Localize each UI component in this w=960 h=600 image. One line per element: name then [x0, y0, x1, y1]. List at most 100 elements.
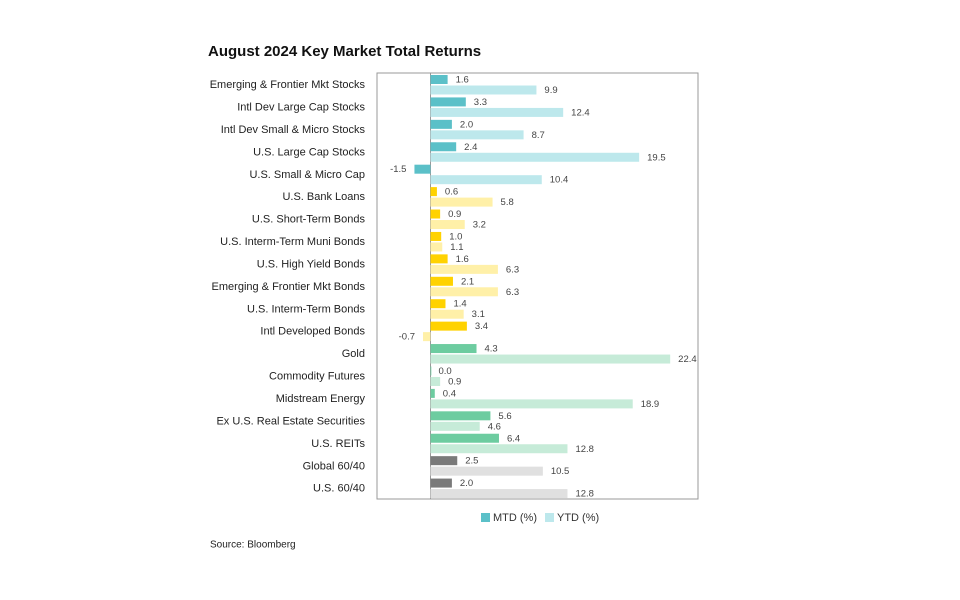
- bar: [430, 75, 448, 84]
- bar: [430, 142, 457, 152]
- bar: [430, 287, 498, 297]
- legend-swatch: [481, 513, 490, 522]
- bar: [430, 456, 458, 466]
- bar: [430, 344, 477, 354]
- value-label: 3.4: [475, 321, 488, 332]
- value-label: 19.5: [647, 152, 666, 163]
- bar: [430, 376, 441, 386]
- bar: [430, 466, 543, 476]
- value-label: 2.0: [460, 478, 473, 489]
- category-label: Intl Dev Large Cap Stocks: [237, 102, 365, 114]
- category-label: Midstream Energy: [276, 393, 366, 405]
- bar: [430, 354, 671, 364]
- plot-frame: [376, 72, 699, 500]
- value-label: 5.8: [501, 197, 514, 208]
- bar: [430, 209, 441, 219]
- bar: [430, 130, 524, 140]
- value-label: 6.3: [506, 287, 519, 298]
- value-label: -1.5: [390, 164, 406, 175]
- bar: [430, 478, 452, 488]
- legend-swatch: [545, 513, 554, 522]
- value-label: 2.4: [464, 142, 477, 153]
- bar: [430, 254, 448, 264]
- value-label: 0.0: [439, 366, 452, 377]
- category-label: Intl Dev Small & Micro Stocks: [221, 124, 366, 136]
- value-label: 0.4: [443, 388, 456, 399]
- bar: [430, 366, 432, 376]
- value-label: 6.3: [506, 264, 519, 275]
- value-label: 2.0: [460, 119, 473, 130]
- legend-label: MTD (%): [493, 512, 537, 524]
- value-label: 0.9: [448, 376, 461, 387]
- bar: [430, 421, 480, 431]
- value-label: 2.5: [465, 456, 478, 467]
- bar: [430, 276, 453, 286]
- value-label: 3.3: [474, 97, 487, 108]
- category-label: Global 60/40: [303, 460, 365, 472]
- value-label: 12.8: [575, 489, 594, 500]
- category-label: Ex U.S. Real Estate Securities: [216, 415, 365, 427]
- value-label: 10.5: [551, 466, 570, 477]
- category-label: U.S. REITs: [311, 438, 365, 450]
- bar: [430, 119, 452, 129]
- category-label: Commodity Futures: [269, 371, 365, 383]
- bar: [430, 264, 498, 274]
- category-label: Emerging & Frontier Mkt Stocks: [210, 79, 366, 91]
- category-label: U.S. Bank Loans: [282, 191, 365, 203]
- value-label: 3.1: [472, 309, 485, 320]
- chart-title: August 2024 Key Market Total Returns: [208, 43, 481, 60]
- value-label: 1.0: [449, 231, 462, 242]
- value-label: 9.9: [544, 85, 557, 96]
- bar: [430, 220, 465, 230]
- bar: [430, 309, 464, 319]
- bar: [414, 164, 431, 174]
- bar: [430, 399, 633, 409]
- category-label: U.S. Short-Term Bonds: [252, 214, 366, 226]
- bar: [430, 187, 437, 197]
- value-label: 4.3: [485, 344, 498, 355]
- value-label: 4.6: [488, 421, 501, 432]
- category-label: U.S. 60/40: [313, 483, 365, 495]
- value-label: 5.6: [498, 411, 511, 422]
- value-label: 1.6: [456, 75, 469, 86]
- category-label: U.S. Interm-Term Muni Bonds: [220, 236, 365, 248]
- category-label: Intl Developed Bonds: [260, 326, 365, 338]
- category-label: U.S. Large Cap Stocks: [253, 146, 365, 158]
- bar: [423, 332, 431, 342]
- bar: [430, 85, 537, 95]
- bar: [430, 97, 466, 107]
- bar: [430, 433, 499, 443]
- bar: [430, 242, 443, 252]
- bar: [430, 231, 442, 241]
- source: Source: Bloomberg: [210, 540, 296, 551]
- bar: [430, 197, 493, 207]
- value-label: 12.4: [571, 107, 590, 118]
- value-label: 18.9: [641, 399, 660, 410]
- value-label: 10.4: [550, 175, 569, 186]
- value-label: 1.1: [450, 242, 463, 253]
- bar: [430, 299, 446, 309]
- value-label: -0.7: [399, 332, 415, 343]
- legend-label: YTD (%): [557, 512, 599, 524]
- category-label: U.S. High Yield Bonds: [257, 258, 366, 270]
- bar: [430, 388, 435, 398]
- value-label: 12.8: [575, 444, 594, 455]
- bar: [430, 411, 491, 421]
- bar: [430, 175, 542, 185]
- value-label: 22.4: [678, 354, 697, 365]
- bar: [430, 489, 568, 499]
- bar: [430, 152, 640, 162]
- value-label: 0.6: [445, 187, 458, 198]
- value-label: 2.1: [461, 276, 474, 287]
- bar: [430, 444, 568, 454]
- bar: [430, 107, 564, 117]
- category-label: Gold: [342, 348, 365, 360]
- category-label: U.S. Small & Micro Cap: [249, 169, 365, 181]
- value-label: 3.2: [473, 220, 486, 231]
- value-label: 6.4: [507, 433, 520, 444]
- value-label: 0.9: [448, 209, 461, 220]
- value-label: 8.7: [532, 130, 545, 141]
- category-label: Emerging & Frontier Mkt Bonds: [212, 281, 366, 293]
- category-label: U.S. Interm-Term Bonds: [247, 303, 365, 315]
